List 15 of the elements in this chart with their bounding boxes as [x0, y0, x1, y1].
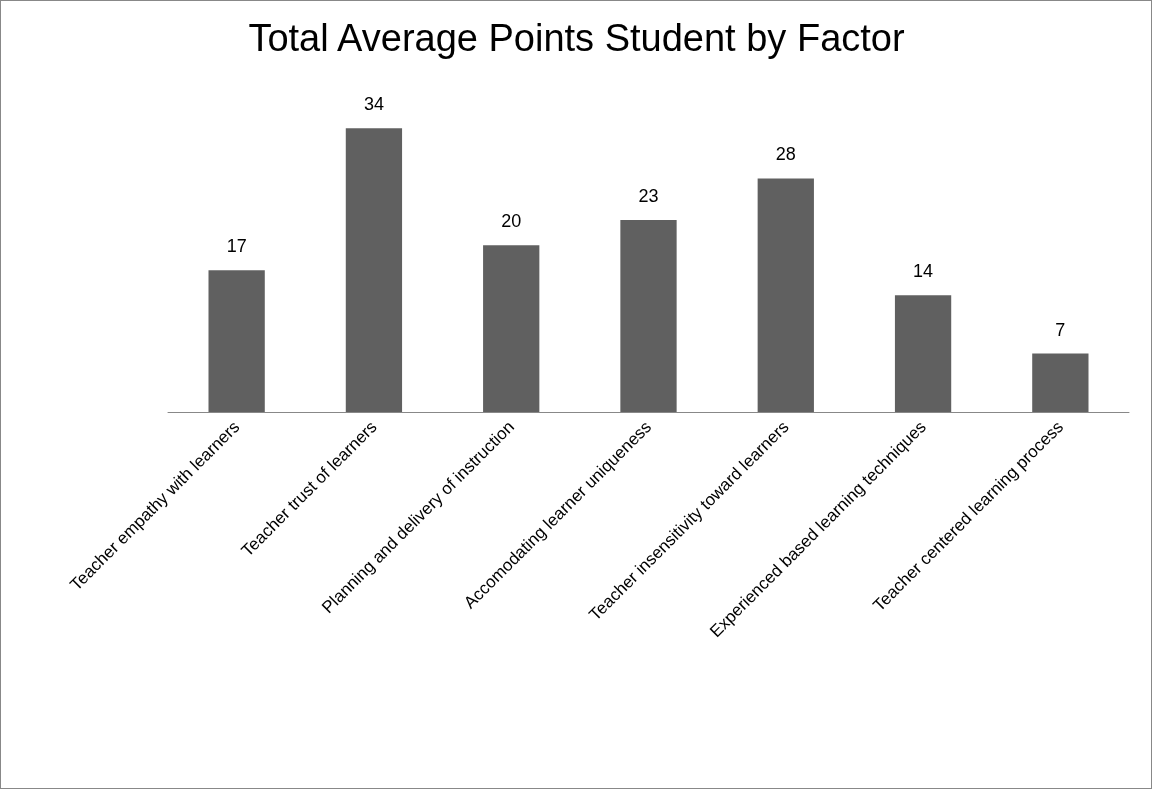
data-label: 28: [775, 144, 796, 165]
data-label: 20: [501, 211, 522, 232]
bar: [894, 295, 952, 412]
bar: [483, 245, 540, 412]
data-label: 7: [1055, 319, 1066, 340]
bar: [620, 220, 677, 412]
bar: [345, 128, 403, 412]
bar: [1032, 353, 1089, 412]
bar: [757, 178, 814, 412]
chart-title: Total Average Points Student by Factor: [248, 17, 905, 59]
data-label: 34: [363, 94, 384, 115]
bar: [208, 270, 265, 412]
data-label: 14: [913, 261, 934, 282]
data-label: 23: [638, 186, 659, 207]
data-label: 17: [226, 236, 247, 257]
